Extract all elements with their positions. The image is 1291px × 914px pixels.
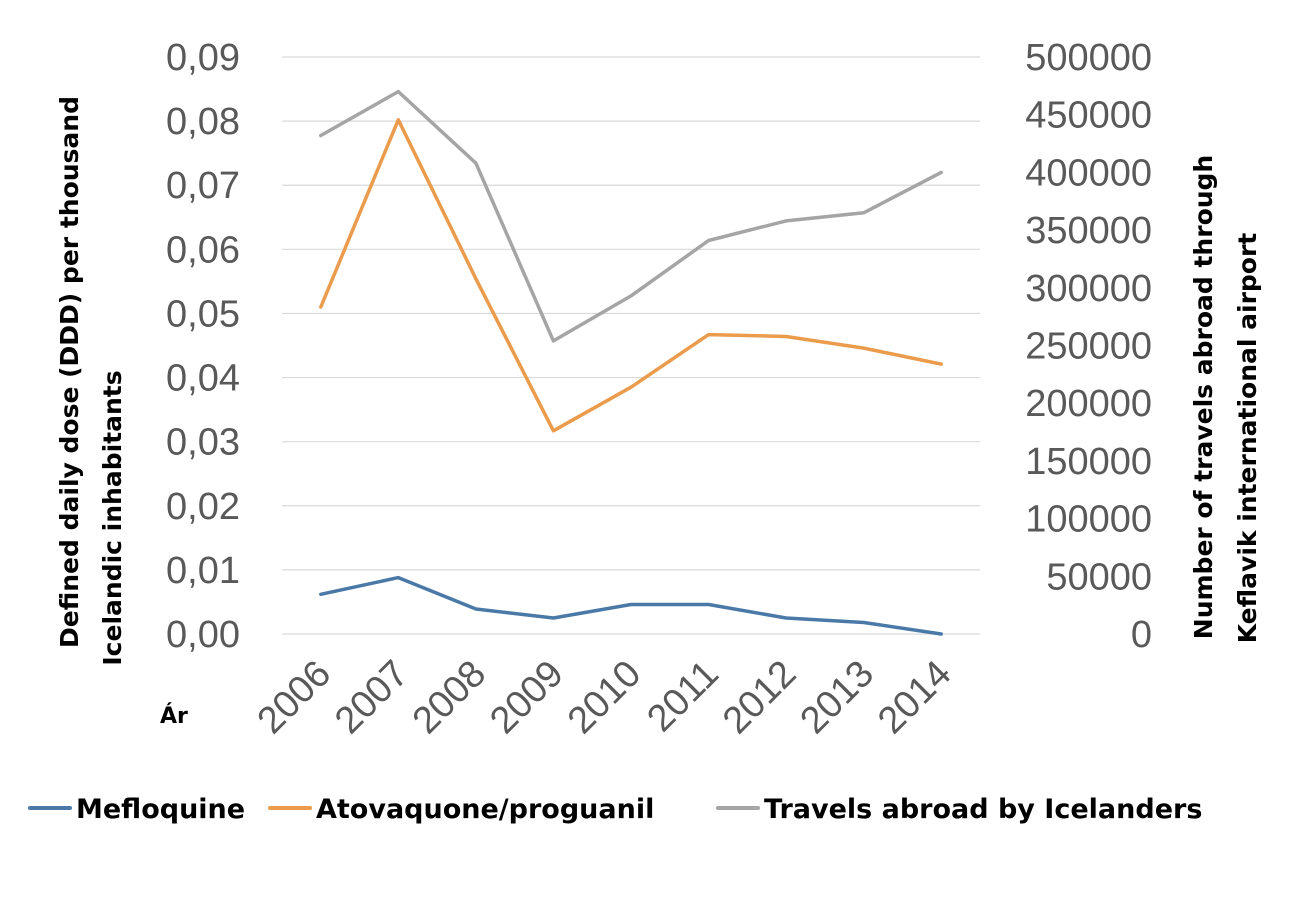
left-tick-label: 0,08 (166, 101, 240, 143)
left-tick-label: 0,09 (166, 37, 240, 79)
series-line-atovaquone-proguanil (319, 118, 943, 433)
right-tick-label: 500000 (1025, 37, 1152, 79)
right-tick-label: 350000 (1025, 210, 1152, 252)
right-tick-label: 200000 (1025, 383, 1152, 425)
right-axis-title-line2: Keflavik international airport (1233, 233, 1262, 644)
right-tick-label: 100000 (1025, 499, 1152, 541)
x-axis-title: Ár (160, 703, 188, 729)
left-tick-label: 0,03 (166, 422, 240, 464)
left-axis-title-line2: Icelandic inhabitants (98, 370, 127, 665)
left-tick-label: 0,04 (166, 358, 240, 400)
right-tick-label: 150000 (1025, 441, 1152, 483)
right-tick-label: 250000 (1025, 326, 1152, 368)
x-tick-label: 2010 (560, 653, 649, 742)
gridlines (282, 56, 980, 635)
left-axis-title-line1: Defined daily dose (DDD) per thousand (55, 96, 84, 648)
left-tick-label: 0,00 (166, 614, 240, 656)
x-tick-label: 2006 (250, 653, 339, 742)
series-line-travels-abroad-by-icelanders (319, 89, 943, 343)
right-axis-title-line1: Number of travels abroad through (1189, 155, 1218, 639)
series-line-mefloquine (319, 575, 943, 636)
left-axis-ticks: 0,00 0,01 0,02 0,03 0,04 0,05 0,06 0,07 0,08 0,09 (166, 37, 240, 656)
x-tick-label: 2012 (715, 653, 804, 742)
legend: Mefloquine Atovaquone/proguanil Travels ab… (28, 794, 1202, 825)
x-tick-label: 2008 (405, 653, 494, 742)
right-axis-ticks: 0 50000 100000 150000 200000 250000 300000 3500… (1025, 37, 1152, 656)
x-tick-label: 2009 (482, 653, 571, 742)
left-tick-label: 0,06 (166, 229, 240, 271)
x-tick-label: 2011 (639, 653, 726, 740)
left-tick-label: 0,02 (166, 486, 240, 528)
legend-label: Mefloquine (76, 794, 245, 825)
legend-label: Atovaquone/proguanil (316, 794, 654, 825)
right-tick-label: 400000 (1025, 152, 1152, 194)
right-tick-label: 0 (1131, 614, 1152, 656)
x-tick-label: 2013 (793, 653, 882, 742)
right-tick-label: 300000 (1025, 268, 1152, 310)
left-tick-label: 0,01 (166, 550, 240, 592)
left-tick-label: 0,05 (166, 293, 240, 335)
right-tick-label: 450000 (1025, 95, 1152, 137)
x-tick-label: 2007 (327, 653, 416, 742)
right-tick-label: 50000 (1046, 556, 1152, 598)
x-tick-label: 2014 (870, 653, 959, 742)
left-tick-label: 0,07 (166, 165, 240, 207)
series-lines (319, 89, 943, 636)
legend-label: Travels abroad by Icelanders (764, 794, 1202, 825)
